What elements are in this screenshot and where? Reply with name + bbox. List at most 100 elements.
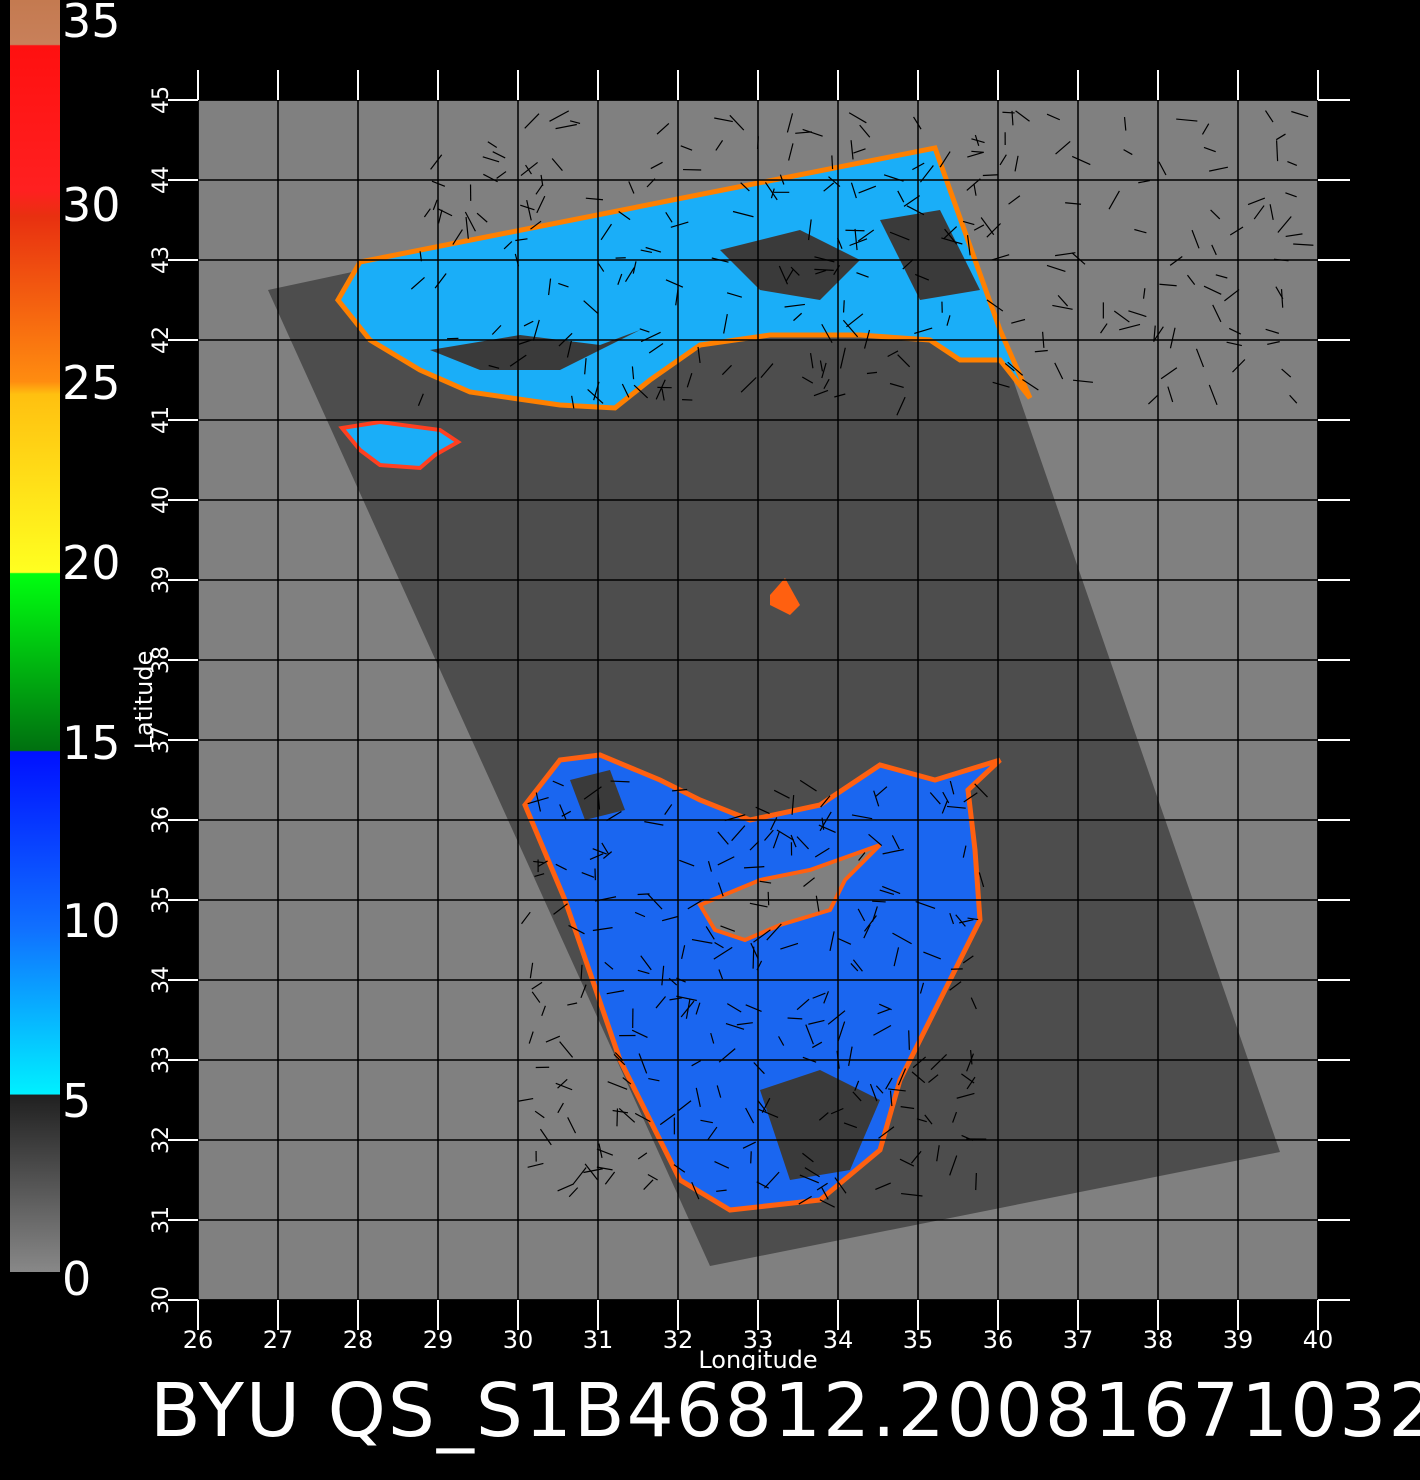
wind-vector [1281, 368, 1292, 378]
wind-vector [893, 947, 900, 967]
colorbar-label: 25 [62, 356, 121, 410]
wind-vector [790, 834, 797, 848]
wind-vector [878, 1003, 892, 1011]
wind-vector [763, 1171, 780, 1189]
wind-vector [1052, 304, 1073, 310]
wind-vector [875, 786, 888, 797]
x-tick-labels: 26 27 28 29 30 31 32 33 34 35 36 37 38 39 40 [183, 1326, 1334, 1354]
wind-vector [903, 195, 921, 207]
wind-vector [1201, 123, 1210, 135]
wind-vector [785, 269, 794, 282]
wind-vector [973, 183, 977, 196]
swath-region [268, 148, 1280, 1266]
wind-vector [686, 373, 693, 388]
wind-vector [811, 1041, 823, 1049]
wind-vector [1275, 140, 1279, 162]
wind-vector [912, 1056, 927, 1069]
wind-vector [555, 863, 567, 871]
wind-vector [1054, 362, 1064, 380]
y-tick-label: 36 [149, 806, 174, 834]
wind-vector [569, 120, 581, 125]
wind-vector [752, 946, 755, 969]
wind-vector [764, 182, 778, 201]
wind-vector [858, 852, 866, 861]
wind-vectors [410, 110, 1314, 1208]
wind-vector [557, 1183, 574, 1192]
wind-vector [1057, 294, 1069, 307]
wind-vector [607, 1081, 628, 1090]
wind-vector [758, 1108, 779, 1119]
wind-vector [819, 1199, 835, 1208]
wind-vector [908, 1030, 910, 1050]
wind-vector [946, 805, 966, 809]
wind-vector [803, 877, 815, 887]
wind-vector [524, 113, 540, 129]
wind-vector [956, 1092, 975, 1099]
wind-vector [665, 279, 684, 288]
x-tick-label: 27 [263, 1326, 294, 1354]
wind-vector [897, 1068, 907, 1086]
wind-vector [949, 981, 962, 991]
wind-vector [978, 872, 985, 888]
wind-vector [899, 1158, 915, 1167]
wind-vector [813, 389, 829, 397]
wind-vector [644, 821, 664, 826]
wind-vector [854, 228, 858, 251]
wind-vector [1285, 233, 1303, 238]
wind-vector [434, 273, 447, 289]
wind-vector [648, 1077, 660, 1082]
wind-vector [672, 788, 688, 792]
wind-vector [761, 1097, 771, 1113]
wind-vector [430, 154, 443, 170]
wind-vector [1015, 110, 1030, 122]
wind-vector [802, 128, 823, 137]
wind-vector [618, 1108, 636, 1123]
colorbar-label: 5 [62, 1074, 92, 1128]
wind-vector [809, 353, 814, 369]
wind-vector [604, 1171, 616, 1185]
wind-vector [520, 161, 538, 177]
wind-vector [503, 241, 513, 250]
x-tick-label: 34 [823, 1326, 854, 1354]
x-tick-label: 28 [343, 1326, 374, 1354]
y-tick-label: 30 [149, 1286, 174, 1314]
wind-vector [1195, 348, 1205, 368]
wind-vector [527, 1162, 544, 1168]
wind-vector [1269, 204, 1274, 220]
wind-vector [943, 226, 958, 240]
wind-vector [966, 235, 971, 256]
wind-vector [877, 1008, 890, 1015]
x-tick-label: 39 [1223, 1326, 1254, 1354]
wind-vector [656, 123, 670, 135]
wind-vector [1211, 244, 1217, 256]
wind-vector [1159, 283, 1177, 287]
wind-vector [566, 340, 572, 358]
wind-vector [717, 831, 729, 845]
y-axis-label: Latitude [130, 651, 158, 750]
wind-vector [592, 927, 613, 932]
wind-vector [973, 224, 985, 231]
wind-vector [856, 272, 869, 278]
wind-vector [648, 343, 664, 354]
wind-vector [580, 984, 587, 999]
wind-vector [999, 154, 1007, 166]
wind-vector [632, 261, 637, 274]
wind-vector [530, 220, 542, 230]
wind-vector [726, 1003, 742, 1013]
wind-vector [714, 1160, 730, 1169]
wind-vector [581, 871, 595, 878]
wind-vector [875, 1182, 892, 1191]
wind-vector [610, 780, 630, 783]
wind-vector [850, 140, 854, 160]
wind-vector [1191, 229, 1200, 249]
wind-vector [583, 1168, 603, 1174]
wind-vector [891, 835, 900, 850]
wind-vector [790, 266, 800, 276]
wind-vector [812, 992, 826, 999]
wind-vector [770, 188, 775, 199]
wind-vector [553, 903, 568, 915]
x-tick-label: 29 [423, 1326, 454, 1354]
wind-vector [740, 182, 750, 192]
wind-vector [882, 848, 904, 855]
y-tick-label: 39 [149, 566, 174, 594]
